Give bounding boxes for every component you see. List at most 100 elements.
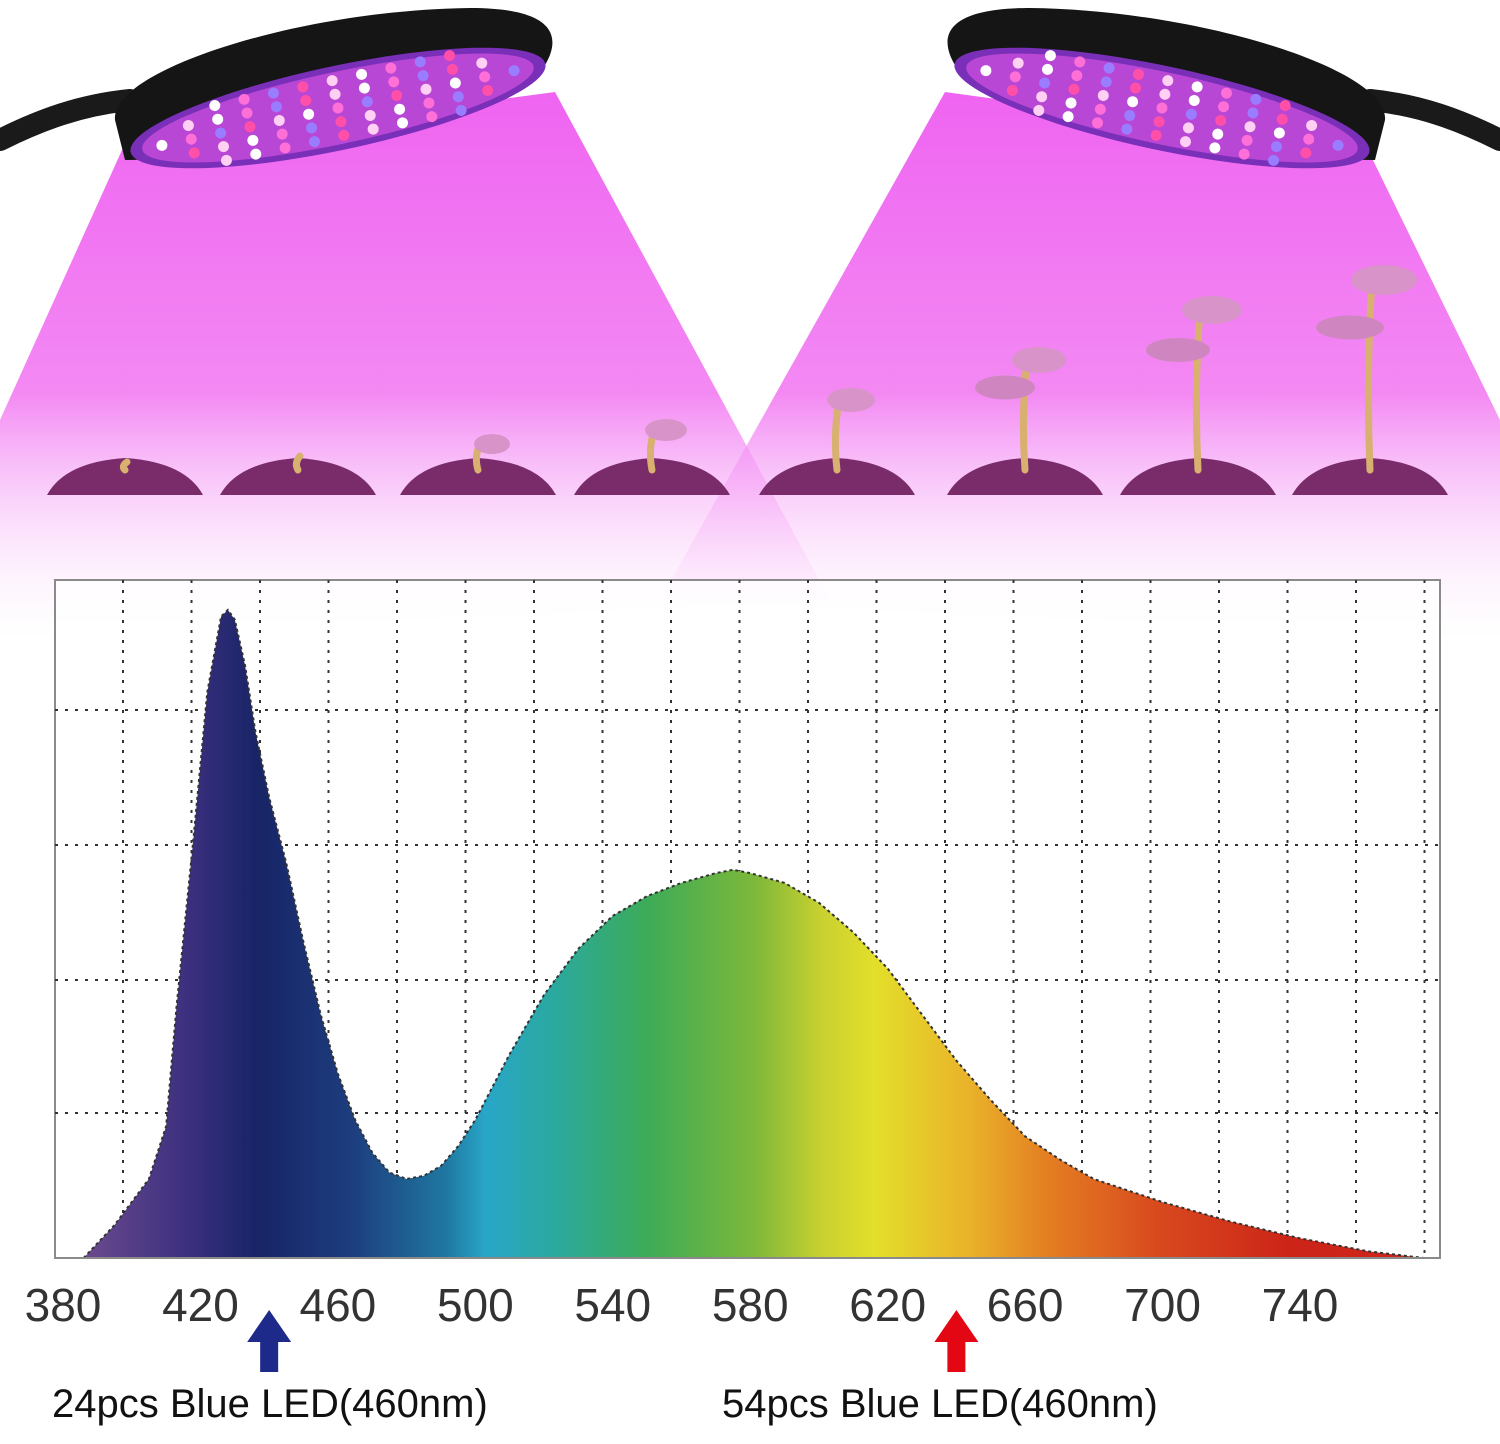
seedling-stage-4 (574, 419, 730, 495)
x-tick-label: 460 (299, 1279, 377, 1331)
seedling-leaf (645, 419, 687, 441)
led-dot (1188, 95, 1200, 107)
led-dot (356, 68, 368, 80)
led-dot (241, 107, 253, 119)
seedling-stem (1364, 276, 1376, 474)
seedling-stem (1019, 356, 1031, 474)
led-dot (420, 83, 432, 95)
spectrum-area (81, 608, 1424, 1259)
led-dot (185, 133, 197, 145)
x-tick-label: 380 (24, 1279, 102, 1331)
led-dot (391, 90, 403, 102)
led-dot (417, 70, 429, 82)
soil-mound (574, 458, 730, 495)
led-dot (397, 117, 409, 129)
seedling-leaf (1182, 296, 1242, 324)
led-dot (364, 109, 376, 121)
led-dot (476, 57, 488, 69)
seedling-stem (831, 396, 843, 474)
led-dot (338, 129, 350, 141)
led-dot (1221, 87, 1233, 99)
led-dot (452, 91, 464, 103)
led-dot (1247, 107, 1259, 119)
led-dot (1103, 62, 1115, 74)
led-dot (270, 101, 282, 113)
led-dot (482, 85, 494, 97)
right-grow-lamp (947, 8, 1500, 169)
left-gooseneck (0, 89, 141, 151)
led-dot (1279, 100, 1291, 112)
led-dot (449, 77, 461, 89)
led-dot (1044, 50, 1056, 62)
led-dot (335, 116, 347, 128)
led-dot (1071, 70, 1083, 82)
seedling-stage-8 (1292, 265, 1448, 495)
seedling-leaf (975, 375, 1035, 400)
led-dot (1241, 134, 1253, 146)
seedling-leaf (827, 388, 875, 412)
right-led-array (980, 50, 1344, 166)
led-dot (1218, 101, 1230, 113)
led-dot (1153, 116, 1165, 128)
led-dot (1150, 129, 1162, 141)
x-tick-label: 660 (986, 1279, 1064, 1331)
led-dot (508, 65, 520, 77)
led-dot (1306, 119, 1318, 131)
led-dot (1332, 139, 1344, 151)
led-dot (361, 96, 373, 108)
led-dot (1244, 121, 1256, 133)
seedling-leaf (1351, 265, 1417, 295)
led-dot (455, 104, 467, 116)
led-dot (276, 128, 288, 140)
led-dot (1009, 71, 1021, 83)
led-dot (1006, 85, 1018, 97)
led-dot (394, 103, 406, 115)
led-dot (1132, 68, 1144, 80)
seedling-stage-2 (220, 452, 376, 495)
led-dot (1156, 102, 1168, 114)
led-dot (1042, 63, 1054, 75)
soil-mound (759, 458, 915, 495)
seedling-stage-7 (1120, 296, 1276, 495)
led-dot (300, 95, 312, 107)
x-tick-label: 580 (711, 1279, 789, 1331)
led-dot (308, 136, 320, 148)
led-dot (209, 100, 221, 112)
seedling-leaf (1146, 338, 1210, 362)
led-dot (1074, 56, 1086, 68)
right-gooseneck (1359, 89, 1500, 151)
led-dot (1094, 103, 1106, 115)
led-dot (306, 122, 318, 134)
led-dot (1127, 96, 1139, 108)
led-dot (388, 76, 400, 88)
led-dot (329, 88, 341, 100)
soil-mound (1292, 458, 1448, 495)
led-dot (247, 134, 259, 146)
led-dot (367, 123, 379, 135)
led-dot (188, 147, 200, 159)
led-dot (244, 121, 256, 133)
led-dot (297, 81, 309, 93)
led-dot (1191, 81, 1203, 93)
led-dot (1097, 90, 1109, 102)
led-dot (1159, 88, 1171, 100)
led-dot (1300, 147, 1312, 159)
led-dot (1250, 93, 1262, 105)
left-led-array (156, 50, 520, 166)
soil-mound (947, 458, 1103, 495)
red-arrow-icon (934, 1310, 979, 1372)
led-dot (1215, 114, 1227, 126)
x-tick-label: 500 (436, 1279, 514, 1331)
led-dot (1182, 122, 1194, 134)
led-dot (279, 142, 291, 154)
led-dot (444, 50, 456, 62)
left-light-beam (0, 92, 830, 640)
led-dot (1062, 111, 1074, 123)
soil-mound (400, 458, 556, 495)
x-tick-label: 700 (1124, 1279, 1201, 1331)
seedling-stage-5 (759, 388, 915, 495)
led-dot (1065, 97, 1077, 109)
led-dot (1209, 142, 1221, 154)
led-dot (1273, 127, 1285, 139)
led-dot (414, 56, 426, 68)
